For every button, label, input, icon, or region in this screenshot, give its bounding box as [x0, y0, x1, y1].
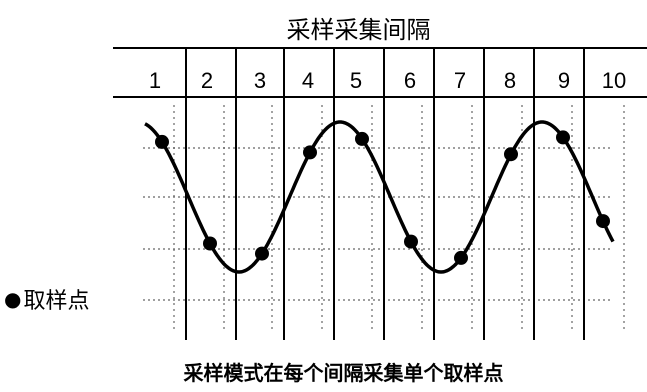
sample-point: [404, 234, 418, 249]
interval-labels: 1 2 3 4 5 6 7 8 9 10: [149, 68, 626, 93]
legend-label: 取样点: [23, 289, 90, 314]
interval-label: 3: [254, 68, 266, 93]
interval-label: 7: [454, 68, 466, 93]
interval-label: 10: [602, 68, 626, 93]
sample-point: [203, 236, 217, 251]
interval-label: 1: [149, 68, 161, 93]
sine-waveform: [144, 120, 615, 274]
interval-label: 6: [404, 68, 416, 93]
interval-label: 5: [350, 68, 362, 93]
sample-point: [255, 246, 269, 261]
legend: ●取样点: [4, 283, 89, 315]
sample-point: [155, 134, 169, 149]
legend-dot-icon: ●: [4, 287, 22, 311]
sample-point: [556, 130, 570, 145]
sample-point: [454, 250, 468, 265]
sample-points: [155, 130, 610, 265]
interval-label: 8: [504, 68, 516, 93]
sampling-interval-title: 采样采集间隔: [286, 16, 431, 44]
diagram-caption: 采样模式在每个间隔采集单个取样点: [183, 361, 504, 385]
interval-label: 4: [302, 68, 314, 93]
sample-point: [596, 214, 610, 229]
interval-lines: [185, 48, 585, 340]
sample-point: [303, 145, 317, 160]
interval-label: 9: [558, 68, 570, 93]
interval-label: 2: [201, 68, 213, 93]
sample-point: [504, 147, 518, 162]
sample-point: [355, 131, 369, 146]
